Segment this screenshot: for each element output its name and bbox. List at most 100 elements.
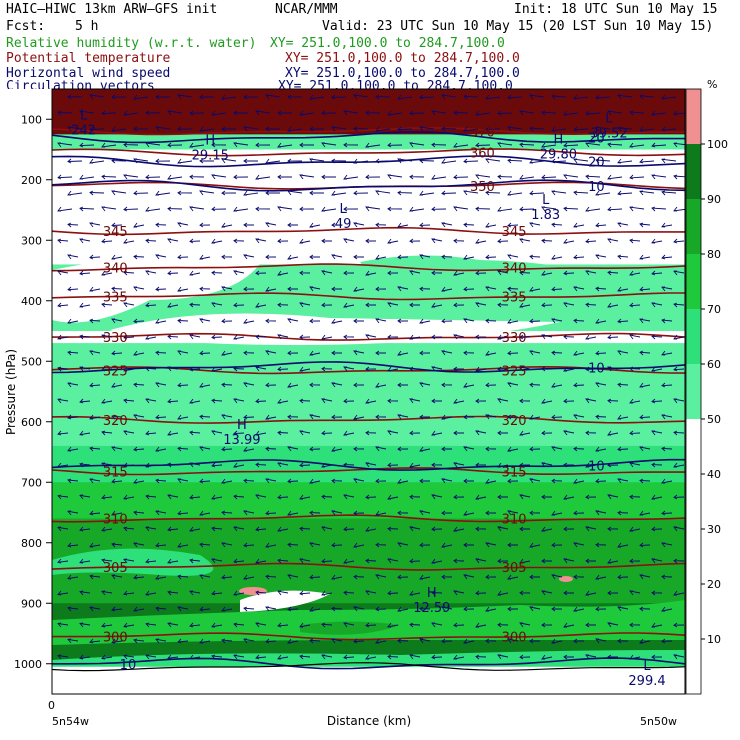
wind-vector	[617, 478, 629, 484]
wind-vector	[639, 574, 651, 580]
wind-vector	[375, 478, 387, 484]
wind-vector	[431, 558, 443, 564]
wind-vector	[199, 222, 211, 228]
wind-vector	[101, 654, 113, 660]
wind-vector	[255, 270, 267, 276]
pressure-tick-label: 300	[21, 234, 42, 247]
wind-vector	[343, 270, 355, 276]
wind-vector	[123, 206, 139, 212]
wind-vector	[409, 174, 425, 180]
wind-vector	[419, 190, 435, 196]
wind-vector	[519, 558, 531, 564]
wind-vector	[651, 302, 663, 308]
wind-vector	[497, 238, 509, 244]
wind-vector	[617, 510, 629, 516]
wind-vector	[299, 590, 311, 596]
wind-vector	[221, 318, 233, 324]
wind-vector	[651, 270, 663, 276]
wind-vector	[661, 606, 673, 612]
wind-vector	[233, 622, 245, 628]
wind-vector	[79, 654, 91, 660]
wind-vector	[299, 622, 311, 628]
wind-vector	[661, 222, 673, 228]
wind-vector	[133, 574, 145, 580]
wind-vector	[277, 558, 289, 564]
wind-vector	[331, 542, 343, 548]
wind-vector	[507, 286, 519, 292]
rh-band	[52, 482, 685, 520]
wind-vector	[243, 126, 259, 132]
wind-vector	[541, 590, 553, 596]
wind-vector	[541, 110, 557, 116]
wind-vector	[221, 510, 233, 516]
wind-vector	[497, 334, 509, 340]
wind-vector	[123, 302, 135, 308]
wind-vector	[167, 622, 179, 628]
wind-vector	[585, 526, 597, 532]
wind-vector	[57, 142, 73, 148]
wind-vector	[651, 142, 667, 148]
wind-vector	[321, 590, 333, 596]
wind-vector	[353, 446, 365, 452]
wind-vector	[221, 94, 237, 100]
wind-vector	[573, 414, 585, 420]
wind-vector	[507, 350, 519, 356]
wind-vector	[475, 398, 487, 404]
rh-patch	[52, 246, 270, 323]
wind-vector	[287, 574, 299, 580]
wind-vector	[321, 302, 333, 308]
wind-vector	[475, 270, 487, 276]
wind-vector	[155, 254, 167, 260]
wind-vector	[563, 238, 575, 244]
wind-vector	[485, 542, 497, 548]
wind-vector	[331, 510, 343, 516]
wind-vector	[353, 542, 365, 548]
colorbar-segment	[686, 199, 701, 254]
wind-vector	[199, 158, 215, 164]
wind-vector	[331, 94, 347, 100]
init-time: Init: 18 UTC Sun 10 May 15	[514, 2, 718, 17]
theta-contour-line	[52, 292, 685, 301]
wind-vector	[111, 94, 127, 100]
wind-vector	[155, 126, 171, 132]
theta-label: 360	[470, 147, 495, 162]
wind-vector	[419, 222, 431, 228]
wind-vector	[101, 494, 113, 500]
wind-vector	[463, 542, 475, 548]
extremum-marker: L	[340, 202, 348, 217]
pressure-tick-label: 500	[21, 355, 42, 368]
wind-vector	[661, 638, 673, 644]
wind-vector	[365, 654, 377, 660]
wind-vector	[287, 318, 299, 324]
wind-vector	[529, 542, 541, 548]
wind-vector	[409, 526, 421, 532]
wind-vector	[101, 174, 117, 180]
wind-vector	[365, 334, 377, 340]
extremum-marker: L	[80, 108, 88, 123]
wind-vector	[629, 430, 641, 436]
wind-vector	[409, 270, 421, 276]
wind-vector	[507, 606, 519, 612]
wind-vector	[375, 318, 387, 324]
wind-vector	[365, 270, 377, 276]
wind-vector	[485, 190, 501, 196]
wind-vector	[365, 110, 381, 116]
wind-vector	[321, 366, 333, 372]
wind-vector	[585, 366, 597, 372]
theta-contour-line	[52, 514, 685, 523]
wind-vector	[299, 398, 311, 404]
wind-vector	[563, 654, 575, 660]
wind-vector	[111, 222, 123, 228]
wind-vector	[277, 366, 289, 372]
wind-vector	[595, 382, 607, 388]
wind-vector	[673, 174, 685, 180]
wind-vector	[463, 510, 475, 516]
wind-vector	[89, 126, 105, 132]
wind-vector	[651, 622, 663, 628]
wind-vector	[199, 190, 215, 196]
distance-axis-title: Distance (km)	[327, 714, 411, 728]
wind-vector	[419, 414, 430, 420]
wind-label: 20	[588, 156, 605, 171]
wind-vector	[387, 462, 399, 468]
wind-vector	[299, 334, 311, 340]
